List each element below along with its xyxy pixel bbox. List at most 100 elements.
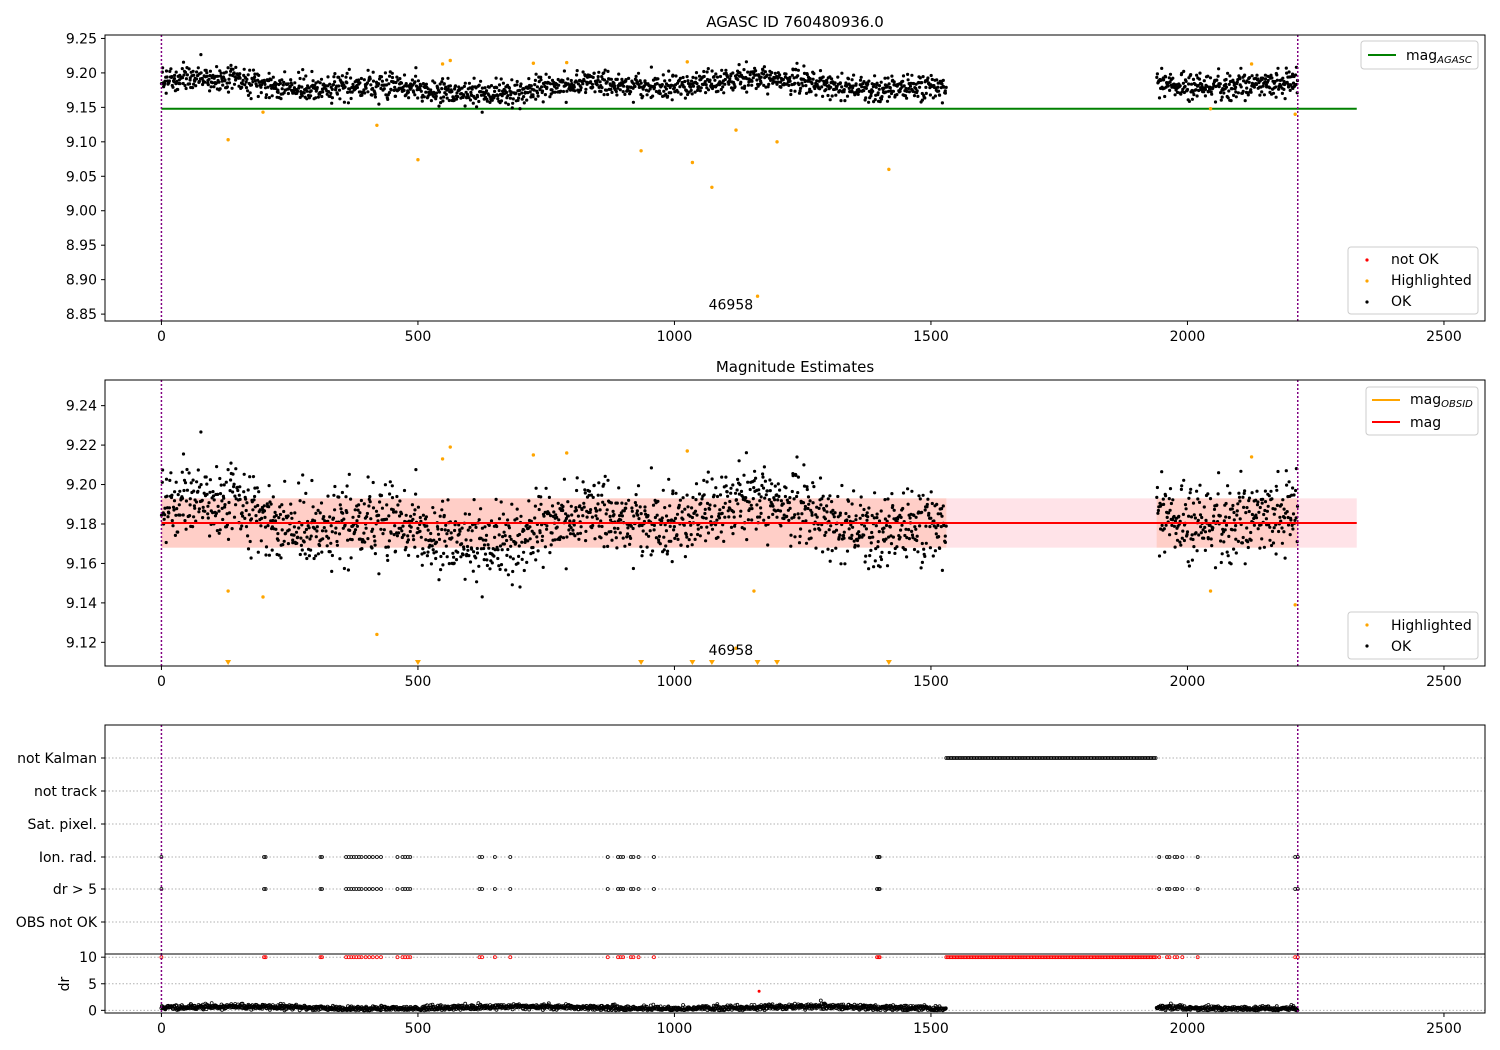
ok-point bbox=[671, 73, 675, 77]
obsid-annotation: 46958 bbox=[709, 297, 754, 313]
ok-point bbox=[1279, 503, 1283, 507]
ok-point bbox=[612, 513, 616, 517]
ok-point bbox=[767, 498, 772, 502]
ok-point bbox=[520, 97, 524, 101]
ok-point bbox=[241, 78, 245, 82]
ok-point bbox=[596, 502, 600, 506]
ok-point bbox=[471, 101, 475, 105]
ok-point bbox=[731, 510, 736, 514]
ok-point bbox=[570, 513, 574, 517]
highlighted-point bbox=[226, 589, 230, 593]
agasc-xtick-label: 1000 bbox=[657, 329, 693, 345]
ok-point bbox=[1173, 93, 1177, 97]
ok-point bbox=[208, 478, 212, 482]
ok-point bbox=[1226, 484, 1230, 488]
ok-point bbox=[748, 73, 752, 77]
ok-point bbox=[696, 527, 700, 531]
ok-point bbox=[796, 491, 800, 495]
ok-point bbox=[665, 552, 669, 556]
ok-point bbox=[578, 531, 583, 535]
ok-point bbox=[499, 563, 504, 567]
ok-point bbox=[1256, 77, 1260, 81]
ok-point bbox=[671, 492, 675, 496]
ok-point bbox=[197, 507, 201, 511]
ok-point bbox=[797, 516, 801, 520]
ok-point bbox=[1203, 94, 1207, 98]
ok-point bbox=[722, 91, 726, 95]
ok-point bbox=[312, 556, 316, 561]
dr-gt-5-flag bbox=[263, 887, 268, 891]
ok-point bbox=[820, 85, 824, 89]
ok-point bbox=[838, 89, 842, 93]
ok-point bbox=[1168, 80, 1172, 84]
ok-point bbox=[534, 558, 538, 562]
ok-point bbox=[225, 85, 229, 89]
ok-point bbox=[751, 497, 755, 501]
ok-point bbox=[276, 90, 280, 94]
ok-point bbox=[188, 503, 192, 507]
ok-point bbox=[1283, 516, 1287, 520]
ok-point bbox=[1243, 562, 1247, 566]
ok-point bbox=[924, 524, 928, 528]
ok-point bbox=[1239, 469, 1243, 473]
ok-point bbox=[804, 519, 808, 523]
ok-point bbox=[194, 84, 198, 88]
ok-point bbox=[779, 524, 783, 528]
highlighted-point bbox=[690, 160, 695, 165]
ok-point bbox=[240, 524, 244, 528]
ok-point bbox=[600, 493, 604, 497]
ok-point bbox=[295, 541, 299, 545]
ok-point bbox=[549, 82, 553, 86]
ok-point bbox=[1186, 560, 1190, 564]
ok-point bbox=[1160, 66, 1164, 70]
ok-point bbox=[337, 75, 341, 79]
legend-not-ok-label: not OK bbox=[1391, 252, 1439, 268]
ok-point bbox=[862, 524, 867, 528]
ok-point bbox=[445, 555, 449, 559]
ok-point bbox=[863, 560, 867, 564]
ok-point bbox=[1182, 478, 1186, 482]
ok-point bbox=[1215, 78, 1219, 82]
ok-point bbox=[1268, 525, 1272, 529]
ok-point bbox=[211, 490, 215, 494]
ok-point bbox=[1246, 545, 1250, 550]
ok-point bbox=[205, 71, 209, 75]
ok-point bbox=[1286, 85, 1291, 89]
ok-point bbox=[936, 523, 940, 528]
ok-point bbox=[553, 90, 557, 94]
ok-point bbox=[307, 86, 311, 90]
ok-point bbox=[243, 83, 247, 87]
ok-point bbox=[903, 533, 907, 538]
ok-point bbox=[812, 72, 816, 76]
ok-point bbox=[511, 101, 515, 105]
dr-gt-5-flag bbox=[1180, 887, 1185, 891]
ok-point bbox=[445, 532, 449, 536]
ok-point bbox=[921, 75, 925, 79]
ok-point bbox=[854, 82, 858, 86]
ok-point bbox=[402, 73, 407, 77]
ok-point bbox=[592, 483, 596, 487]
ok-point bbox=[529, 84, 533, 88]
ok-point bbox=[1163, 94, 1167, 99]
ok-point bbox=[353, 528, 358, 532]
ok-point bbox=[641, 549, 645, 554]
ok-point bbox=[240, 85, 244, 89]
ok-point bbox=[262, 509, 267, 513]
ok-point bbox=[561, 504, 565, 509]
ok-point bbox=[217, 531, 221, 535]
ok-point bbox=[632, 82, 636, 86]
ok-point bbox=[1232, 547, 1236, 551]
ok-point bbox=[1277, 529, 1281, 534]
ok-point bbox=[885, 564, 890, 568]
ok-point bbox=[281, 543, 285, 547]
ok-point bbox=[943, 540, 948, 545]
ok-point bbox=[222, 483, 226, 487]
ok-point bbox=[467, 81, 471, 85]
ok-point bbox=[485, 99, 489, 103]
ok-point bbox=[804, 541, 809, 545]
ok-point bbox=[706, 88, 711, 92]
ok-point bbox=[638, 505, 642, 509]
ok-point bbox=[767, 515, 771, 520]
ion-rad-flag bbox=[875, 855, 879, 859]
ok-point bbox=[1238, 499, 1242, 503]
